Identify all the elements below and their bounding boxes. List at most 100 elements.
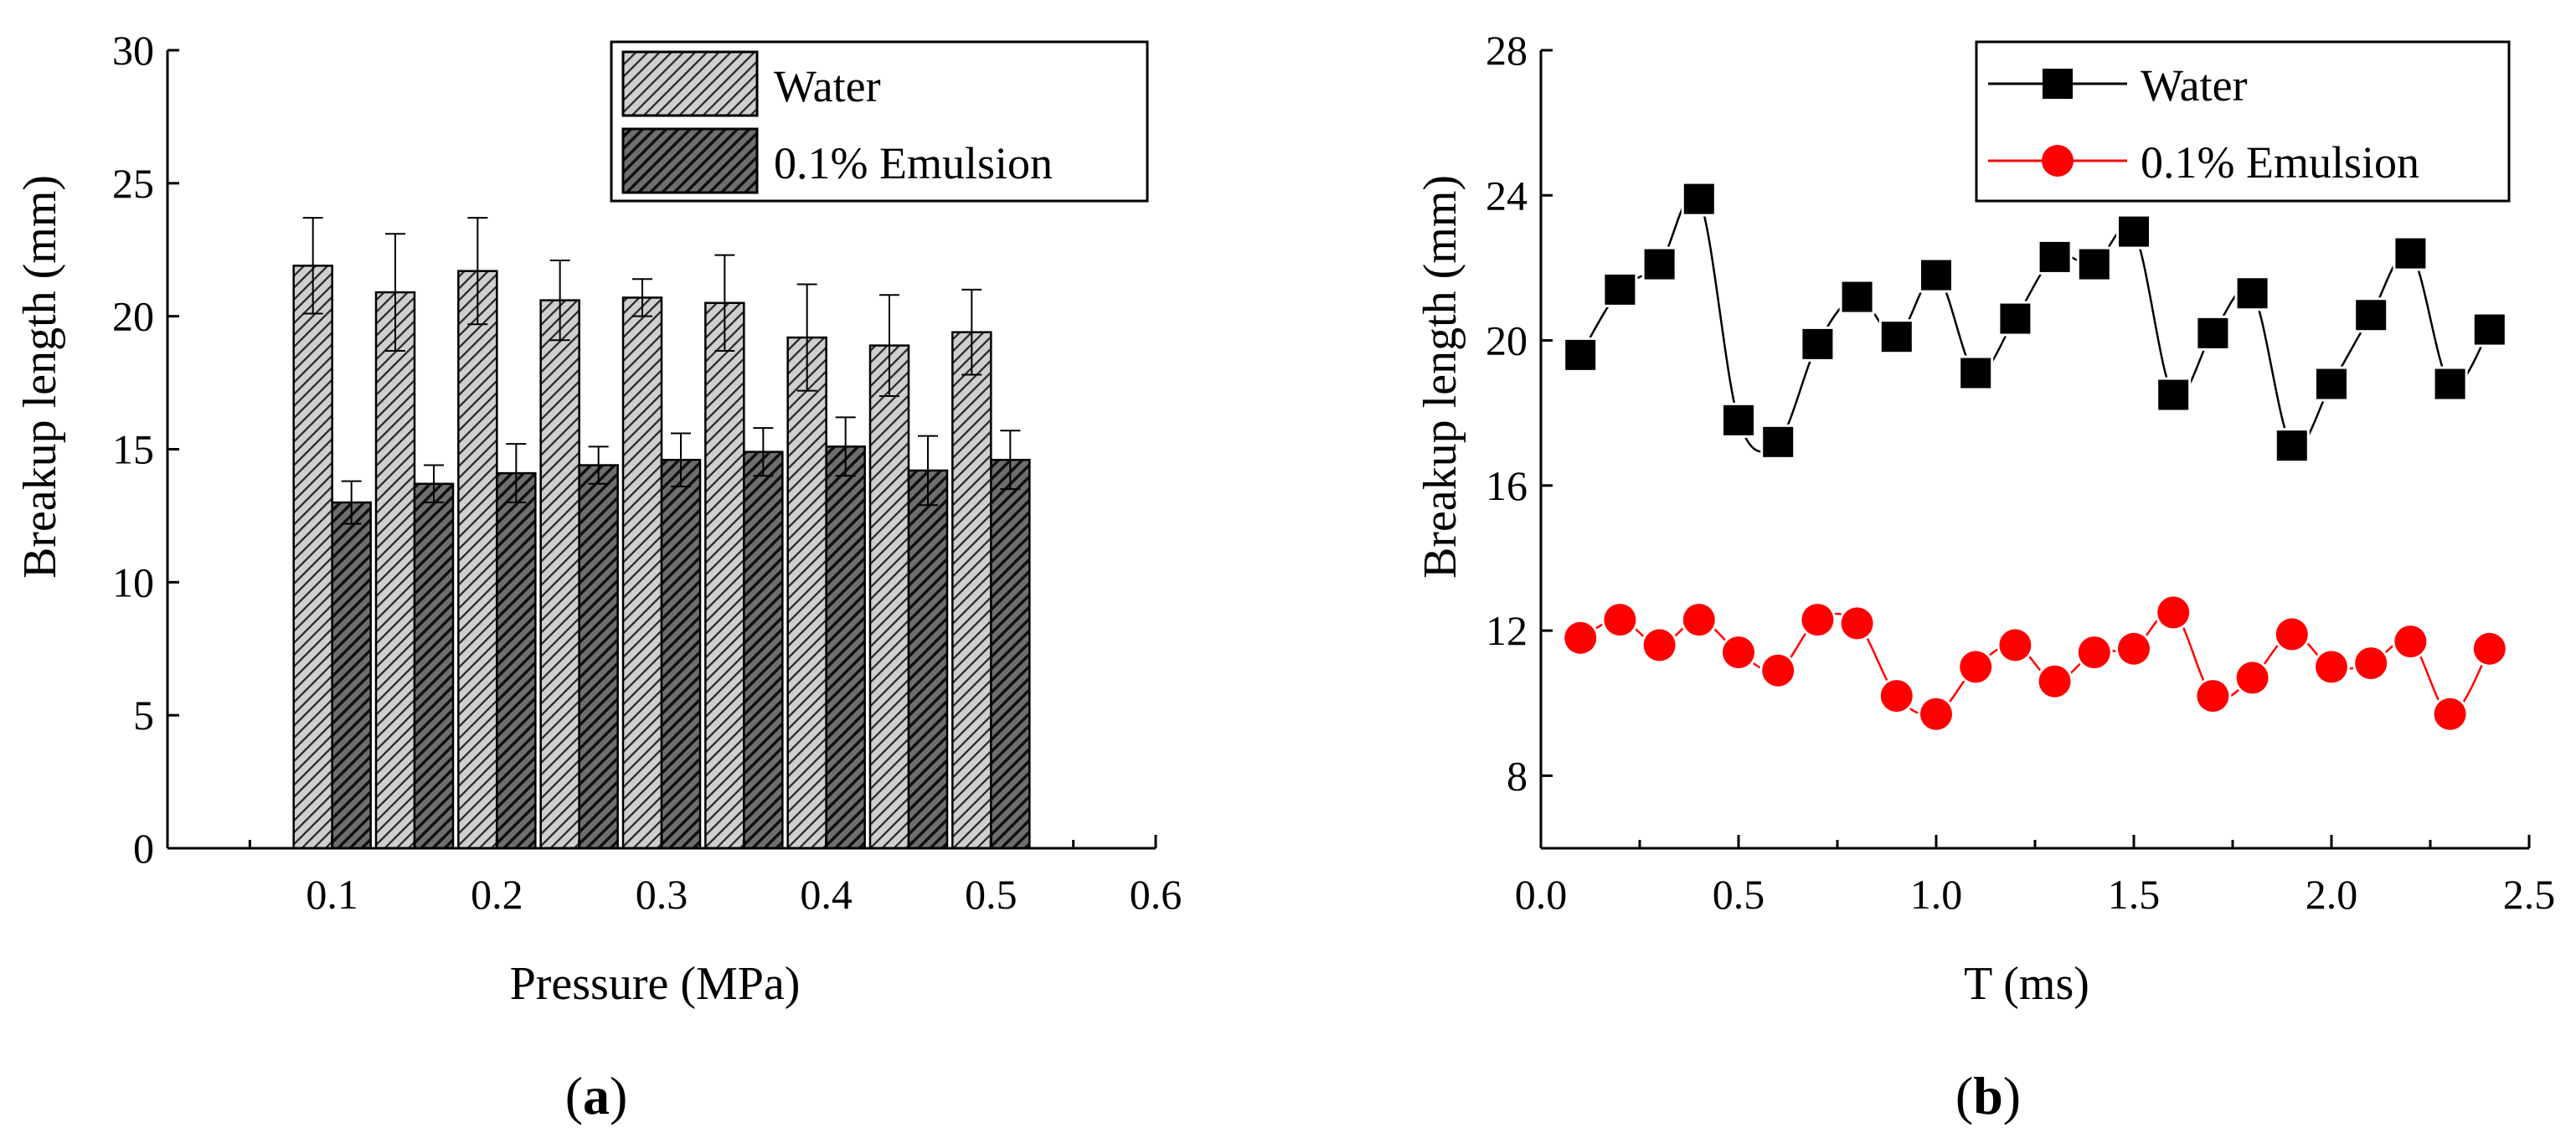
bar-water [868, 344, 910, 850]
legend-swatch-water [621, 50, 759, 117]
data-point-emulsion [2313, 648, 2350, 686]
y-tick-label: 15 [112, 426, 154, 473]
data-point-emulsion [1759, 651, 1797, 689]
data-point-water [2116, 214, 2151, 250]
data-point-emulsion [2431, 695, 2469, 733]
series-lines [1579, 192, 2491, 717]
bar-water [292, 265, 333, 850]
data-point-water [1602, 271, 1638, 307]
y-tick-label: 10 [112, 559, 154, 605]
y-tick-label: 24 [1486, 172, 1528, 219]
legend-label-emulsion: 0.1% Emulsion [2141, 137, 2419, 188]
bar-emulsion [413, 482, 455, 850]
legend: Water 0.1% Emulsion [1975, 40, 2511, 203]
data-point-water [1919, 257, 1954, 293]
legend-swatch-emulsion [621, 127, 759, 194]
bar-water [621, 296, 663, 850]
bar-water [951, 331, 992, 850]
legend: Water 0.1% Emulsion [610, 40, 1149, 203]
bar-emulsion [743, 451, 784, 850]
x-axis-title: T (ms) [1964, 958, 2089, 1010]
panel-label-b-letter: b [1973, 1066, 2003, 1125]
y-tick-label: 5 [133, 692, 154, 739]
bar-water [704, 301, 745, 850]
panel-label-a-letter: a [583, 1066, 610, 1125]
data-point-emulsion [1562, 619, 1600, 656]
data-point-water [2353, 297, 2389, 333]
data-point-water [2076, 246, 2112, 282]
y-axis-title: Breakup length (mm) [14, 175, 66, 579]
x-tick-label: 0.3 [636, 871, 688, 918]
data-point-water [1641, 246, 1677, 282]
y-tick-label: 25 [112, 160, 154, 207]
y-tick-label: 20 [112, 293, 154, 340]
legend-label-water: Water [2141, 60, 2248, 111]
x-tick-label: 2.0 [2306, 871, 2358, 918]
data-point-water [2314, 366, 2349, 402]
data-point-water [1958, 355, 1994, 391]
data-point-water [2156, 377, 2192, 413]
data-point-water [1563, 337, 1599, 373]
data-point-emulsion [2470, 630, 2508, 667]
bar-emulsion [907, 469, 949, 850]
data-point-emulsion [2194, 677, 2232, 715]
x-tick-label: 0.1 [306, 871, 358, 918]
data-point-emulsion [1878, 677, 1915, 715]
bar-emulsion [578, 464, 619, 850]
data-point-water [1681, 181, 1717, 217]
bar-water [457, 270, 498, 850]
data-point-emulsion [2233, 659, 2271, 697]
y-tick-label: 28 [1486, 27, 1528, 74]
x-tick-label: 1.5 [2108, 871, 2161, 918]
series-line-water [1579, 192, 2491, 453]
x-tick-label: 0.0 [1515, 871, 1568, 918]
bar-water [374, 291, 416, 850]
data-point-emulsion [1601, 601, 1639, 639]
bar-water [539, 299, 580, 850]
data-point-emulsion [2155, 594, 2192, 631]
bar-emulsion [825, 445, 866, 850]
bar-water [786, 336, 827, 850]
data-point-emulsion [1838, 605, 1876, 642]
data-point-water [1878, 319, 1914, 355]
data-point-emulsion [2115, 630, 2152, 667]
bar-emulsion [990, 458, 1031, 850]
legend-marker-water [2043, 69, 2073, 99]
y-tick-label: 30 [112, 27, 154, 74]
chart-panel-b: 8 12 16 20 24 28 0.0 0.5 1.0 1.5 2.0 2.5 T (ms) Bre… [1414, 27, 2555, 1125]
x-tick-label: 0.2 [471, 871, 523, 918]
data-point-water [2432, 366, 2468, 402]
x-tick-label: 0.6 [1130, 871, 1182, 918]
data-point-emulsion [1996, 626, 2034, 664]
bar-group [292, 265, 1031, 850]
legend-label-emulsion: 0.1% Emulsion [774, 138, 1053, 188]
tick-group: 0 5 10 15 20 25 30 0.1 0.2 0.3 0.4 0.5 0.6 [112, 27, 1182, 918]
x-axis-title: Pressure (MPa) [510, 958, 801, 1010]
data-point-emulsion [1957, 648, 1995, 686]
panel-label-a: (a) [565, 1066, 628, 1125]
data-point-emulsion [2075, 634, 2113, 672]
data-point-water [1839, 279, 1875, 315]
data-point-water [2234, 275, 2270, 311]
bar-emulsion [331, 501, 372, 850]
x-tick-label: 0.5 [1713, 871, 1765, 918]
bar-emulsion [660, 458, 702, 850]
y-tick-label: 0 [133, 825, 154, 872]
data-point-water [1800, 326, 1836, 362]
data-point-emulsion [2392, 623, 2429, 661]
data-point-emulsion [1641, 626, 1678, 664]
data-point-water [2274, 428, 2310, 464]
data-point-water [1997, 301, 2033, 337]
data-point-emulsion [1720, 634, 1757, 672]
legend-label-water: Water [774, 61, 881, 111]
data-point-water [1760, 424, 1796, 460]
data-point-water [2195, 315, 2231, 351]
series-markers [1562, 181, 2508, 733]
data-point-emulsion [2352, 645, 2390, 682]
chart-panel-a: 0 5 10 15 20 25 30 0.1 0.2 0.3 0.4 0.5 0.6 Pressure … [14, 27, 1182, 1125]
legend-marker-emulsion [2042, 145, 2074, 177]
data-point-water [2471, 311, 2507, 348]
x-tick-label: 0.4 [800, 871, 853, 918]
data-point-emulsion [1918, 695, 1955, 733]
